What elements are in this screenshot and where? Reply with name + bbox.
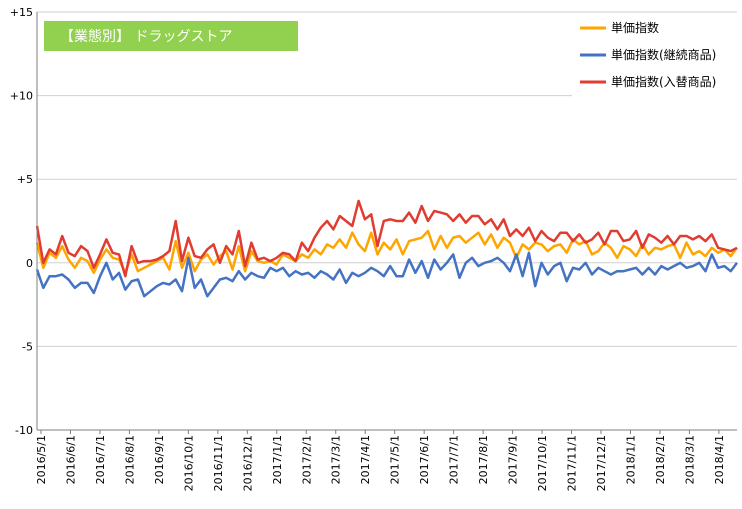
x-tick-label: 2017/2/1 bbox=[300, 435, 313, 484]
x-tick-label: 2016/12/1 bbox=[241, 435, 254, 491]
y-tick-label: -5 bbox=[22, 340, 33, 353]
series-line-1 bbox=[35, 251, 739, 298]
chart-title-background bbox=[44, 21, 298, 51]
x-tick-label: 2016/11/1 bbox=[212, 435, 225, 491]
x-tick-label: 2018/1/1 bbox=[624, 435, 637, 484]
y-tick-label: 0 bbox=[26, 257, 33, 270]
x-tick-label: 2017/4/1 bbox=[359, 435, 372, 484]
series-line-0 bbox=[35, 229, 738, 275]
legend-label-0: 単価指数 bbox=[611, 20, 659, 35]
series-line-2 bbox=[35, 199, 738, 278]
chart-title: 【業態別】 ドラッグストア bbox=[60, 29, 232, 45]
x-tick-label: 2017/11/1 bbox=[566, 435, 579, 491]
x-tick-label: 2016/5/1 bbox=[35, 435, 48, 484]
x-tick-label: 2017/9/1 bbox=[507, 435, 520, 484]
x-tick-label: 2017/5/1 bbox=[389, 435, 402, 484]
y-tick-label: -10 bbox=[15, 424, 33, 437]
x-tick-label: 2018/4/1 bbox=[713, 435, 726, 484]
x-tick-label: 2016/8/1 bbox=[123, 435, 136, 484]
x-tick-label: 2016/9/1 bbox=[153, 435, 166, 484]
legend-label-2: 単価指数(入替商品) bbox=[611, 74, 716, 89]
x-tick-label: 2017/6/1 bbox=[418, 435, 431, 484]
x-tick-label: 2018/3/1 bbox=[683, 435, 696, 484]
series-lines bbox=[35, 199, 739, 298]
y-tick-label: +5 bbox=[17, 173, 33, 186]
x-tick-label: 2017/1/1 bbox=[271, 435, 284, 484]
x-tick-label: 2018/2/1 bbox=[654, 435, 667, 484]
x-tick-label: 2017/10/1 bbox=[536, 435, 549, 491]
x-tick-label: 2017/7/1 bbox=[448, 435, 461, 484]
chart-title-box: 【業態別】 ドラッグストア bbox=[44, 21, 298, 51]
legend-label-1: 単価指数(継続商品) bbox=[611, 47, 716, 62]
x-tick-label: 2017/3/1 bbox=[330, 435, 343, 484]
x-tick-label: 2016/6/1 bbox=[64, 435, 77, 484]
x-tick-label: 2017/12/1 bbox=[595, 435, 608, 491]
x-tick-label: 2016/7/1 bbox=[94, 435, 107, 484]
x-tick-label: 2016/10/1 bbox=[182, 435, 195, 491]
y-tick-label: +15 bbox=[10, 6, 33, 19]
y-tick-label: +10 bbox=[10, 90, 33, 103]
x-tick-label: 2017/8/1 bbox=[477, 435, 490, 484]
